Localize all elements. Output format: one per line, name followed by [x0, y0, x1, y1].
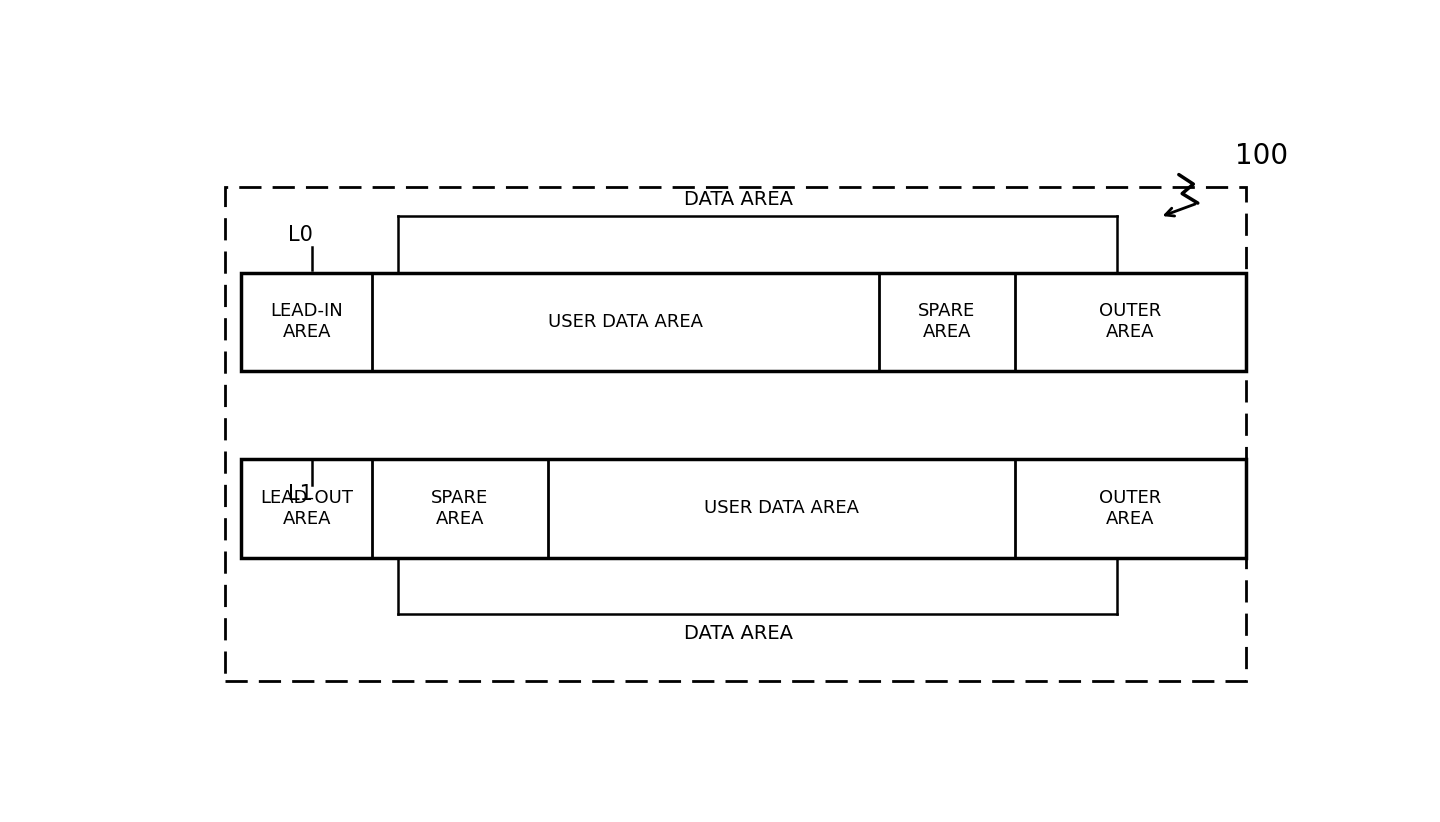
Text: OUTER
AREA: OUTER AREA: [1099, 302, 1162, 341]
Text: SPARE
AREA: SPARE AREA: [431, 489, 488, 528]
Text: DATA AREA: DATA AREA: [684, 191, 792, 210]
Text: L0: L0: [288, 224, 312, 245]
Text: LEAD-IN
AREA: LEAD-IN AREA: [271, 302, 343, 341]
Text: SPARE
AREA: SPARE AREA: [919, 302, 975, 341]
Text: 100: 100: [1234, 141, 1287, 169]
Bar: [242, 273, 1246, 371]
Text: USER DATA AREA: USER DATA AREA: [549, 312, 703, 330]
Text: L1: L1: [288, 484, 312, 504]
Bar: [242, 459, 1246, 557]
Text: USER DATA AREA: USER DATA AREA: [704, 500, 858, 518]
Text: DATA AREA: DATA AREA: [684, 624, 792, 643]
Bar: [225, 187, 1246, 681]
Text: OUTER
AREA: OUTER AREA: [1099, 489, 1162, 528]
Text: LEAD-OUT
AREA: LEAD-OUT AREA: [261, 489, 353, 528]
